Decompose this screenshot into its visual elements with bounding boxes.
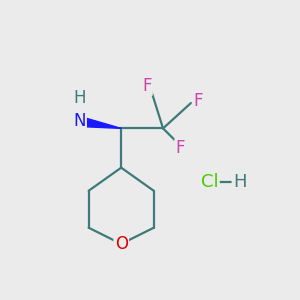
Text: H: H [233,172,247,190]
Text: Cl: Cl [201,172,218,190]
Text: F: F [142,77,152,95]
Text: O: O [115,235,128,253]
Text: N: N [73,112,86,130]
Text: F: F [176,139,185,157]
Text: H: H [73,89,86,107]
Polygon shape [79,116,121,128]
Text: F: F [193,92,203,110]
